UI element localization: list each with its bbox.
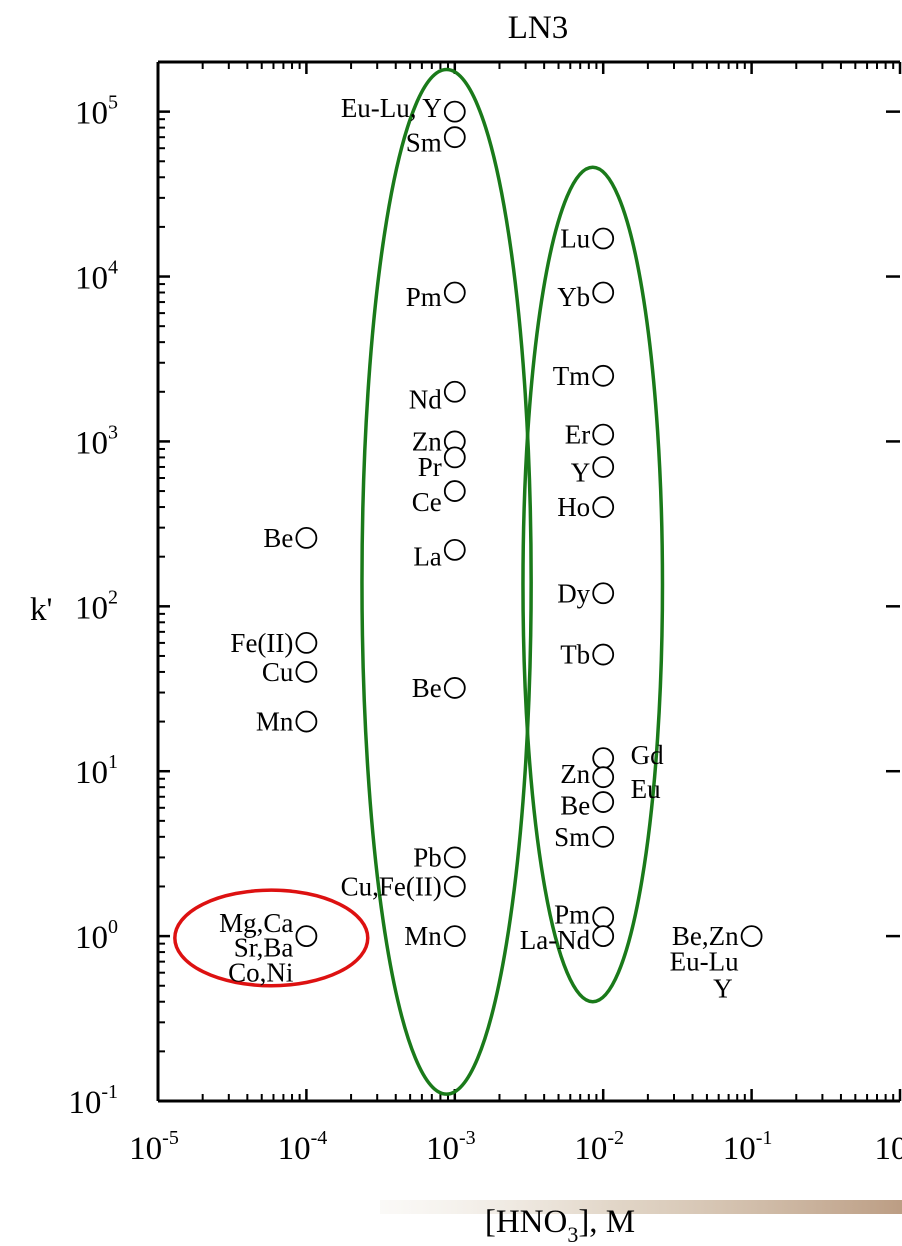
point-label: Be <box>560 790 590 820</box>
point-label: Mn <box>404 921 442 951</box>
data-point <box>592 906 615 929</box>
y-axis-label: k' <box>30 592 52 628</box>
point-label: Er <box>565 420 590 450</box>
x-axis-ticks: 10-5 10-4 10-3 10-2 10-1 100 <box>129 62 902 1167</box>
data-point <box>592 747 615 770</box>
point-label: Gd <box>631 740 664 770</box>
point-label: Eu <box>631 774 661 804</box>
data-point <box>592 582 615 605</box>
point-label: Ce <box>412 487 442 517</box>
data-point <box>443 100 466 123</box>
point-label: Mn <box>256 707 294 737</box>
data-point <box>443 126 466 149</box>
chart-title: LN3 <box>508 10 569 46</box>
group-ellipse <box>173 888 370 988</box>
group-ellipse <box>521 165 665 1004</box>
point-label: La <box>413 542 441 572</box>
point-label: Pm <box>406 282 442 312</box>
data-point <box>592 766 615 789</box>
data-point <box>592 825 615 848</box>
point-label: Tm <box>553 361 591 391</box>
point-label: Eu-Lu <box>670 947 739 977</box>
point-label: Nd <box>409 384 442 414</box>
data-point <box>443 446 466 469</box>
data-point <box>443 538 466 561</box>
x-tick-label: 10-2 <box>574 1127 624 1167</box>
data-point <box>443 925 466 948</box>
point-label: Tb <box>560 640 590 670</box>
data-points <box>295 100 763 948</box>
group-ellipse <box>360 67 533 1096</box>
x-axis-label-sub: 3 <box>567 1222 578 1246</box>
point-label: Be <box>263 523 293 553</box>
group-ellipses <box>173 67 665 1096</box>
data-point <box>592 227 615 250</box>
x-axis-label: [HNO3], M <box>485 1204 635 1246</box>
data-point <box>443 281 466 304</box>
point-label: Dy <box>557 578 590 608</box>
data-point <box>295 710 318 733</box>
point-label: Y <box>713 974 733 1004</box>
point-label: Lu <box>560 224 590 254</box>
data-point <box>295 925 318 948</box>
point-label: Mg,Ca <box>219 908 293 938</box>
y-tick-label: 10-1 <box>68 1081 118 1121</box>
data-point <box>295 526 318 549</box>
x-tick-label: 100 <box>875 1127 902 1167</box>
data-point <box>740 925 763 948</box>
point-label: Be <box>412 673 442 703</box>
y-tick-label: 102 <box>75 586 118 626</box>
point-label: Pb <box>413 842 442 872</box>
y-axis-ticks: 10-1 100 101 102 103 104 105 <box>68 92 900 1121</box>
point-label: Sm <box>554 822 590 852</box>
data-point <box>592 281 615 304</box>
data-point <box>592 456 615 478</box>
data-point <box>592 423 615 446</box>
point-label: La-Nd <box>520 925 591 955</box>
point-label: Cu,Fe(II) <box>341 871 442 901</box>
plot-frame <box>156 60 900 1103</box>
data-point <box>592 496 615 518</box>
point-label: Y <box>571 457 591 487</box>
point-label: Cu <box>262 657 294 687</box>
x-tick-label: 10-1 <box>723 1127 773 1167</box>
data-point <box>443 875 466 898</box>
point-label: Fe(II) <box>230 628 293 658</box>
data-point <box>592 364 615 387</box>
data-point <box>443 480 466 502</box>
data-point <box>295 632 318 654</box>
x-tick-label: 10-4 <box>278 1127 328 1167</box>
data-point <box>592 791 615 813</box>
y-tick-label: 101 <box>75 751 118 791</box>
x-tick-label: 10-5 <box>129 1127 179 1167</box>
point-label: Sm <box>406 127 442 157</box>
y-tick-label: 105 <box>75 92 118 132</box>
point-label: Pm <box>554 900 590 930</box>
x-axis-label-post: ], M <box>578 1204 635 1240</box>
point-label: Be,Zn <box>672 921 739 951</box>
data-point <box>295 661 318 683</box>
y-tick-label: 103 <box>75 421 118 461</box>
point-label: Zn <box>412 426 442 456</box>
y-tick-label: 104 <box>75 257 118 297</box>
point-label: Yb <box>557 282 590 312</box>
data-point <box>592 643 615 666</box>
point-label: Zn <box>560 759 590 789</box>
point-label: Ho <box>557 492 590 522</box>
x-tick-label: 10-3 <box>426 1127 476 1167</box>
point-label: Pr <box>418 452 442 482</box>
x-axis-label-pre: [HNO <box>485 1204 567 1240</box>
point-label: Eu-Lu, Y <box>341 93 442 123</box>
scan-smudge <box>380 1200 902 1214</box>
y-tick-label: 100 <box>75 916 118 956</box>
data-point <box>443 846 466 869</box>
data-point <box>443 677 466 699</box>
data-point <box>592 925 615 948</box>
point-label: Co,Ni <box>228 958 293 988</box>
data-point <box>443 380 466 403</box>
point-label: Sr,Ba <box>234 933 294 963</box>
